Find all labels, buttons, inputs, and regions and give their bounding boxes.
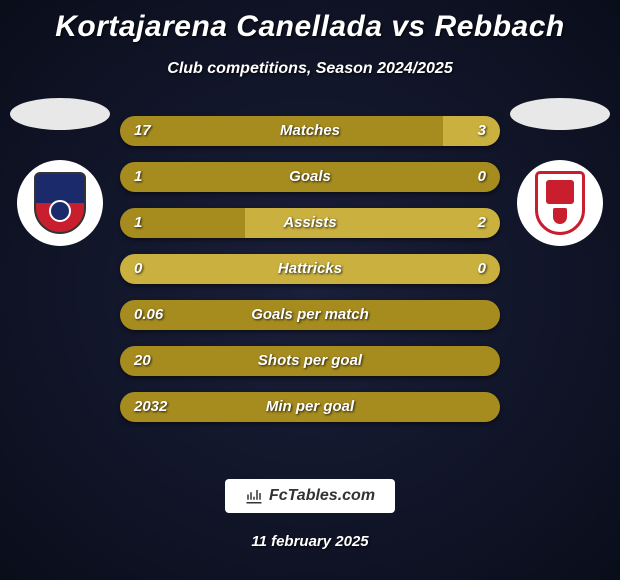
- right-player-column: [500, 98, 620, 246]
- footer-date: 11 february 2025: [0, 533, 620, 550]
- footer: FcTables.com 11 february 2025: [0, 479, 620, 550]
- stat-row: 10Goals: [120, 162, 500, 192]
- stat-label: Matches: [120, 116, 500, 146]
- stat-row: 173Matches: [120, 116, 500, 146]
- page-title: Kortajarena Canellada vs Rebbach: [0, 0, 620, 44]
- huesca-shield-icon: [34, 172, 86, 234]
- left-player-avatar: [10, 98, 110, 130]
- stat-row: 00Hattricks: [120, 254, 500, 284]
- stats-column: 173Matches 10Goals 12Assists 00Hattricks 0.0…: [120, 116, 500, 438]
- chart-icon: [245, 487, 263, 505]
- stat-label: Shots per goal: [120, 346, 500, 376]
- stat-label: Goals: [120, 162, 500, 192]
- subtitle: Club competitions, Season 2024/2025: [0, 60, 620, 78]
- stat-label: Assists: [120, 208, 500, 238]
- stat-label: Hattricks: [120, 254, 500, 284]
- left-club-badge: [17, 160, 103, 246]
- stat-row: 20Shots per goal: [120, 346, 500, 376]
- stat-row: 2032Min per goal: [120, 392, 500, 422]
- stat-label: Goals per match: [120, 300, 500, 330]
- stat-row: 12Assists: [120, 208, 500, 238]
- left-player-column: [0, 98, 120, 246]
- granada-shield-icon: [535, 171, 585, 235]
- stat-row: 0.06Goals per match: [120, 300, 500, 330]
- brand-badge[interactable]: FcTables.com: [225, 479, 395, 513]
- comparison-area: 173Matches 10Goals 12Assists 00Hattricks 0.0…: [0, 98, 620, 438]
- brand-text: FcTables.com: [269, 487, 375, 505]
- right-club-badge: [517, 160, 603, 246]
- stat-label: Min per goal: [120, 392, 500, 422]
- right-player-avatar: [510, 98, 610, 130]
